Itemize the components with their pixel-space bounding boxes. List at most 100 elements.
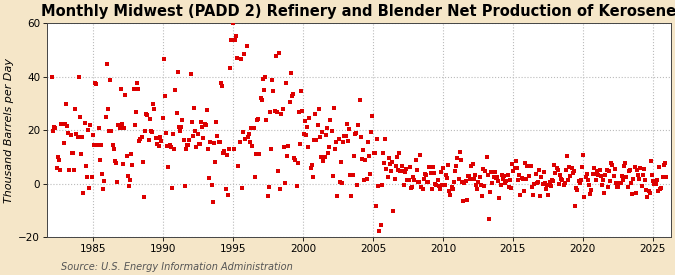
Point <box>491 175 502 180</box>
Point <box>651 178 662 182</box>
Point <box>439 183 450 187</box>
Point <box>196 120 207 124</box>
Point <box>462 174 473 179</box>
Point <box>74 115 85 119</box>
Point <box>560 168 571 173</box>
Point <box>653 189 664 193</box>
Point <box>632 168 643 172</box>
Point <box>273 168 284 173</box>
Point <box>282 154 293 158</box>
Point <box>514 173 524 177</box>
Point <box>199 122 210 127</box>
Point <box>117 122 128 126</box>
Point <box>585 192 596 196</box>
Point <box>594 167 605 172</box>
Point <box>162 144 173 149</box>
Point <box>382 174 393 179</box>
Point <box>148 102 159 106</box>
Point <box>626 181 637 185</box>
Point <box>159 57 169 61</box>
Point <box>106 129 117 133</box>
Point <box>159 94 170 98</box>
Point <box>438 166 449 170</box>
Point <box>191 145 202 149</box>
Point <box>373 184 383 188</box>
Point <box>172 70 183 74</box>
Point <box>205 140 216 145</box>
Point <box>108 147 119 151</box>
Point <box>327 174 338 178</box>
Point <box>457 179 468 184</box>
Point <box>246 126 256 130</box>
Point <box>379 161 389 165</box>
Point <box>557 178 568 182</box>
Point <box>248 126 259 130</box>
Point <box>366 130 377 134</box>
Point <box>520 161 531 165</box>
Point <box>95 158 105 162</box>
Point <box>533 180 543 185</box>
Point <box>650 182 661 186</box>
Point <box>352 183 362 187</box>
Point <box>356 156 367 161</box>
Point <box>78 191 89 195</box>
Point <box>146 129 157 133</box>
Point <box>223 193 234 197</box>
Point <box>565 174 576 178</box>
Point <box>462 197 472 202</box>
Point <box>354 98 365 103</box>
Point <box>600 172 611 177</box>
Point <box>335 160 346 164</box>
Point <box>286 71 296 76</box>
Point <box>120 93 131 98</box>
Point <box>641 188 651 192</box>
Point <box>262 193 273 198</box>
Point <box>215 81 226 86</box>
Point <box>362 140 373 144</box>
Point <box>453 177 464 181</box>
Point <box>607 163 618 167</box>
Point <box>452 155 463 160</box>
Point <box>555 173 566 177</box>
Point <box>368 151 379 156</box>
Point <box>340 134 351 138</box>
Point <box>544 180 555 184</box>
Point <box>583 178 593 182</box>
Point <box>112 180 123 184</box>
Point <box>284 100 295 104</box>
Point <box>339 134 350 138</box>
Point <box>87 133 98 137</box>
Point <box>364 153 375 158</box>
Point <box>556 177 566 181</box>
Point <box>183 143 194 147</box>
Point <box>232 56 242 60</box>
Point <box>128 87 139 92</box>
Point <box>105 78 115 82</box>
Point <box>254 152 265 156</box>
Point <box>416 185 427 189</box>
Point <box>66 151 77 156</box>
Point <box>90 81 101 86</box>
Point <box>186 120 197 125</box>
Point <box>450 169 460 173</box>
Point <box>383 156 394 160</box>
Point <box>289 156 300 161</box>
Point <box>545 183 556 188</box>
Point <box>406 185 417 189</box>
Point <box>427 165 438 169</box>
Point <box>547 178 558 183</box>
Point <box>392 155 402 160</box>
Point <box>192 132 203 136</box>
Point <box>99 178 110 183</box>
Point <box>130 110 141 114</box>
Point <box>589 171 600 176</box>
Point <box>313 107 324 111</box>
Point <box>329 105 340 110</box>
Point <box>177 118 188 122</box>
Point <box>65 133 76 138</box>
Point <box>69 168 80 173</box>
Point <box>507 162 518 166</box>
Point <box>346 193 357 198</box>
Point <box>628 177 639 182</box>
Point <box>541 187 551 192</box>
